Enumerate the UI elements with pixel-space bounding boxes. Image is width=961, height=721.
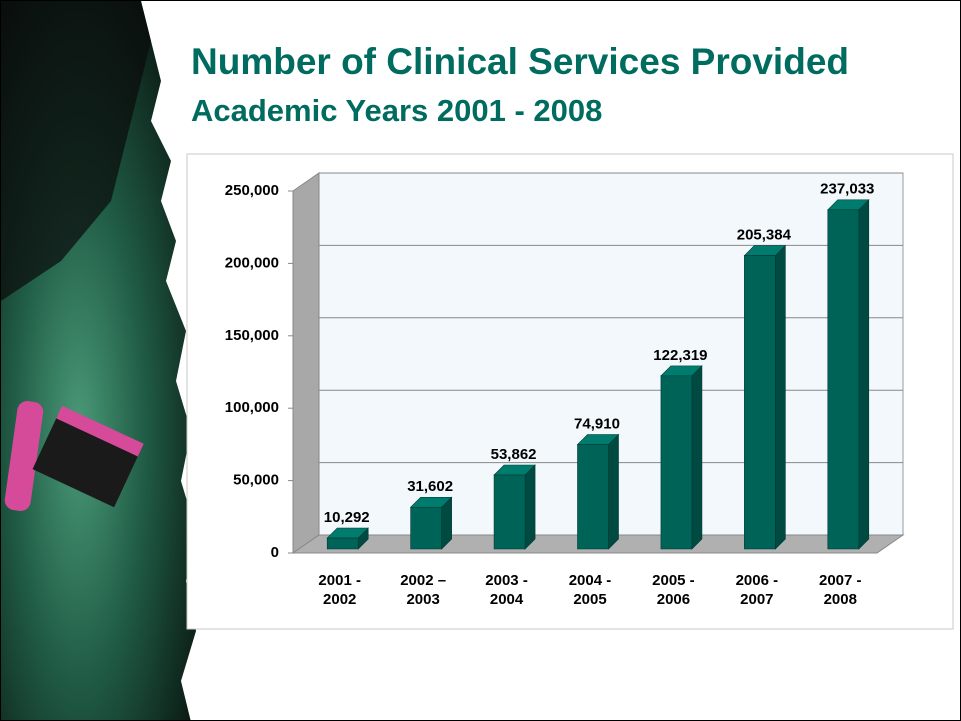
bar	[576, 433, 620, 550]
side-wall	[292, 172, 320, 554]
bar	[326, 527, 369, 550]
bar-face	[660, 375, 693, 550]
bar	[743, 244, 787, 550]
chart-subtitle: Academic Years 2001 - 2008	[191, 93, 603, 128]
shadow	[1, 1, 151, 301]
bar-face	[577, 444, 609, 550]
chalk-stick	[4, 401, 44, 511]
bar	[493, 464, 536, 550]
bar	[409, 496, 453, 550]
chart-title: Number of Clinical Services Provided	[191, 41, 849, 82]
bar-face	[744, 255, 776, 550]
data-label: 122,319	[653, 347, 707, 364]
x-tick-label: 2001 - 2002	[318, 572, 361, 608]
bar-face	[410, 506, 442, 550]
x-tick-label: 2007 - 2008	[819, 572, 862, 608]
bar	[827, 199, 870, 550]
data-label: 205,384	[737, 227, 792, 244]
y-tick-label: 250,000	[225, 182, 279, 199]
y-tick-label: 100,000	[225, 399, 279, 416]
x-tick-label: 2002 – 2003	[400, 572, 447, 608]
y-tick-label: 150,000	[225, 327, 279, 344]
x-tick-label: 2006 - 2007	[735, 572, 779, 608]
bar-face	[326, 537, 359, 550]
x-tick-label: 2003 - 2004	[485, 572, 528, 608]
eraser-top	[56, 405, 144, 457]
data-label: 10,292	[324, 509, 370, 526]
x-tick-label: 2005 - 2006	[652, 572, 695, 608]
x-tick-label: 2004 - 2005	[568, 572, 612, 608]
bar-face	[691, 365, 703, 550]
bar-face	[827, 209, 860, 550]
data-label: 74,910	[574, 415, 620, 432]
data-label: 31,602	[407, 478, 453, 495]
eraser	[32, 414, 140, 508]
bar-face	[524, 464, 536, 550]
bar-face	[608, 433, 619, 550]
data-label: 237,033	[820, 181, 874, 198]
bar	[660, 365, 703, 550]
bar-face	[858, 199, 870, 550]
bar-face	[493, 474, 526, 550]
y-tick-label: 200,000	[225, 254, 279, 271]
bar-face	[775, 244, 786, 550]
y-tick-label: 50,000	[233, 472, 279, 489]
data-label: 53,862	[491, 446, 537, 463]
y-tick-label: 0	[271, 544, 279, 561]
